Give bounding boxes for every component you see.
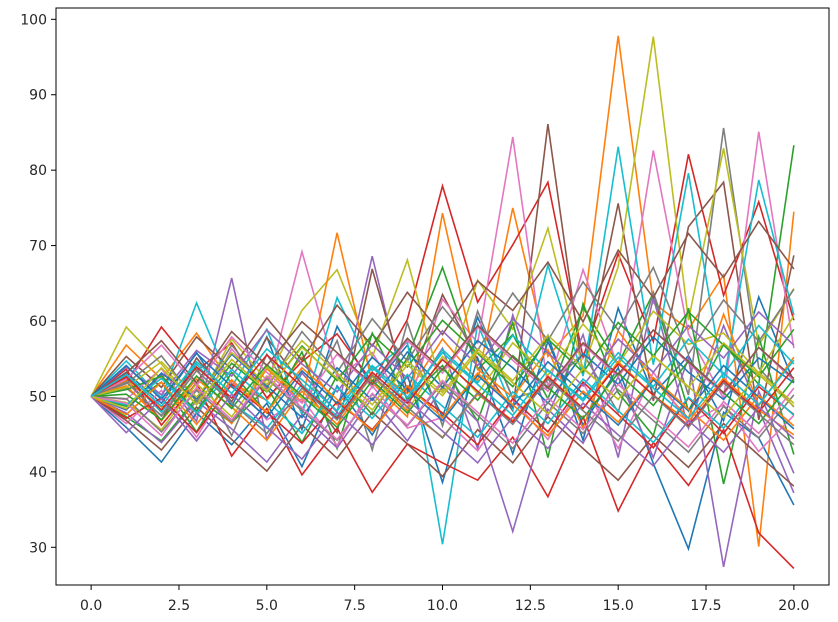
- y-tick-label: 30: [29, 540, 47, 556]
- series-line-34: [90, 353, 795, 428]
- x-tick-label: 15.0: [603, 598, 634, 614]
- series-line-10: [90, 146, 795, 545]
- x-tick-label: 10.0: [427, 598, 458, 614]
- series-line-26: [90, 395, 795, 487]
- series-line-4: [90, 154, 795, 400]
- series-line-21: [90, 335, 795, 419]
- x-tick-label: 5.0: [256, 598, 278, 614]
- series-line-11: [90, 339, 795, 552]
- y-tick-label: 40: [29, 465, 47, 481]
- series-line-40: [90, 347, 795, 420]
- y-tick-label: 60: [29, 314, 47, 330]
- y-tick-label: 80: [29, 163, 47, 179]
- x-tick-label: 2.5: [168, 598, 190, 614]
- x-tick-label: 0.0: [80, 598, 102, 614]
- series-line-2: [90, 35, 795, 547]
- x-tick-label: 17.5: [690, 598, 721, 614]
- y-tick-label: 50: [29, 389, 47, 405]
- series-line-32: [90, 366, 795, 442]
- series-line-25: [90, 310, 795, 398]
- series-line-37: [90, 374, 795, 449]
- series-layer: [90, 35, 795, 569]
- y-axis: 30 40 50 60 70 80 90 100: [20, 12, 56, 556]
- series-line-36: [90, 320, 795, 398]
- series-line-14: [90, 368, 795, 569]
- y-tick-label: 100: [20, 12, 47, 28]
- x-axis: 0.0 2.5 5.0 7.5 10.0 12.5 15.0 17.5 20.0: [80, 585, 809, 614]
- series-line-28: [91, 377, 795, 454]
- x-tick-label: 20.0: [778, 598, 809, 614]
- x-tick-label: 12.5: [515, 598, 546, 614]
- x-tick-label: 7.5: [344, 598, 366, 614]
- y-tick-label: 90: [29, 88, 47, 104]
- y-tick-label: 70: [29, 239, 47, 255]
- series-line-23: [90, 310, 795, 412]
- series-line-39: [90, 346, 795, 419]
- series-line-38: [90, 369, 795, 446]
- series-line-5: [90, 255, 795, 494]
- series-line-16: [90, 220, 795, 397]
